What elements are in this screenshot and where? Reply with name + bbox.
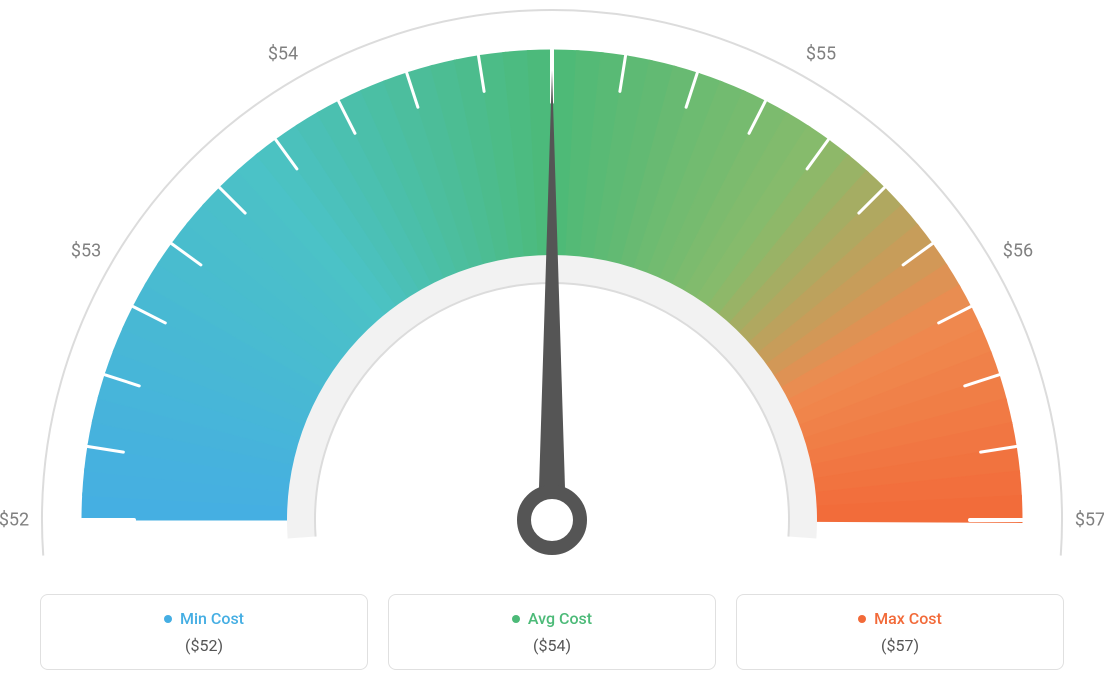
legend-box-min: Min Cost ($52) <box>40 594 368 670</box>
legend-label-avg: Avg Cost <box>528 609 592 628</box>
gauge-chart: $52$53$54$54$55$56$57 <box>0 0 1104 560</box>
legend-box-max: Max Cost ($57) <box>736 594 1064 670</box>
legend-dot-max <box>858 615 866 623</box>
legend-dot-min <box>164 615 172 623</box>
legend-value-avg: ($54) <box>399 636 705 655</box>
scale-label: $57 <box>1075 510 1104 531</box>
legend-value-max: ($57) <box>747 636 1053 655</box>
scale-label: $53 <box>71 241 101 262</box>
legend-label-max: Max Cost <box>874 609 942 628</box>
scale-label: $56 <box>1003 241 1033 262</box>
gauge-svg <box>0 0 1104 560</box>
scale-label: $52 <box>0 510 29 531</box>
legend-value-min: ($52) <box>51 636 357 655</box>
scale-label: $54 <box>268 44 298 65</box>
legend-label-min: Min Cost <box>180 609 244 628</box>
legend-dot-avg <box>512 615 520 623</box>
legend-label-row: Min Cost <box>51 609 357 628</box>
legend-row: Min Cost ($52) Avg Cost ($54) Max Cost (… <box>0 594 1104 670</box>
scale-label: $55 <box>806 44 836 65</box>
legend-box-avg: Avg Cost ($54) <box>388 594 716 670</box>
legend-label-row: Max Cost <box>747 609 1053 628</box>
legend-label-row: Avg Cost <box>399 609 705 628</box>
